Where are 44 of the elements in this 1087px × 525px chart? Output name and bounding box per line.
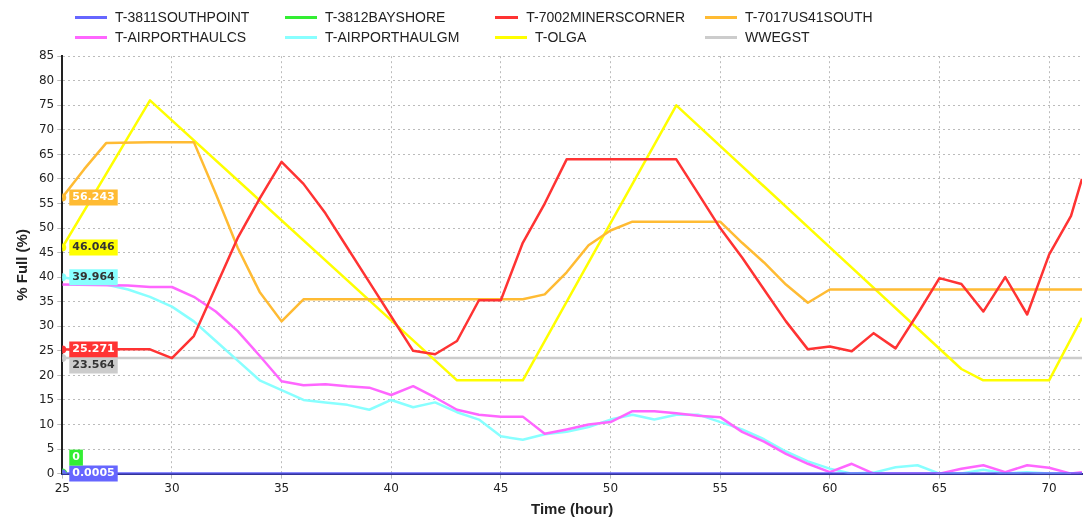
x-tick-label: 50 xyxy=(602,480,619,495)
legend-label: T-7002MINERSCORNER xyxy=(526,9,685,25)
y-tick-label: 45 xyxy=(38,244,55,259)
x-tick-label: 45 xyxy=(493,480,509,495)
y-tick-label: 35 xyxy=(38,293,55,308)
y-tick-label: 75 xyxy=(38,97,55,112)
y-tick-label: 10 xyxy=(38,416,55,431)
data-label: 56.243 xyxy=(72,190,115,204)
data-label: 39.964 xyxy=(72,270,116,284)
data-label: 23.564 xyxy=(72,358,116,372)
x-tick-label: 55 xyxy=(712,480,728,495)
legend-label: T-AIRPORTHAULGM xyxy=(325,29,460,45)
x-tick-label: 65 xyxy=(931,480,948,495)
x-tick-label: 60 xyxy=(822,480,838,495)
legend-label: T-AIRPORTHAULCS xyxy=(115,29,247,45)
legend-label: T-OLGA xyxy=(535,29,587,45)
y-tick-label: 30 xyxy=(38,318,55,333)
x-axis-title: Time (hour) xyxy=(531,500,614,518)
y-tick-label: 25 xyxy=(38,342,55,357)
y-tick-label: 85 xyxy=(38,48,55,63)
y-tick-label: 20 xyxy=(38,367,55,382)
y-tick-label: 40 xyxy=(38,269,55,284)
data-label: 25.271 xyxy=(72,342,115,356)
data-label: 0 xyxy=(72,450,81,464)
data-label: 46.046 xyxy=(72,240,116,254)
y-tick-label: 5 xyxy=(46,441,55,456)
y-tick-label: 60 xyxy=(38,171,55,186)
y-tick-label: 80 xyxy=(38,72,55,87)
x-tick-label: 35 xyxy=(273,480,290,495)
x-tick-label: 30 xyxy=(164,480,180,495)
legend-label: T-3811SOUTHPOINT xyxy=(115,9,250,25)
x-tick-label: 40 xyxy=(383,480,399,495)
y-axis-title: % Full (%) xyxy=(13,229,31,301)
y-tick-label: 55 xyxy=(38,195,55,210)
y-tick-label: 50 xyxy=(38,220,55,235)
data-label: 0.0005 xyxy=(72,466,115,480)
x-tick-label: 70 xyxy=(1041,480,1057,495)
y-tick-label: 15 xyxy=(38,392,55,407)
y-tick-label: 0 xyxy=(46,465,55,480)
legend-label: T-3812BAYSHORE xyxy=(325,9,446,25)
y-tick-label: 70 xyxy=(38,121,55,136)
y-tick-label: 65 xyxy=(38,146,55,161)
legend-label: WWEGST xyxy=(745,29,810,45)
legend-label: T-7017US41SOUTH xyxy=(745,9,873,25)
